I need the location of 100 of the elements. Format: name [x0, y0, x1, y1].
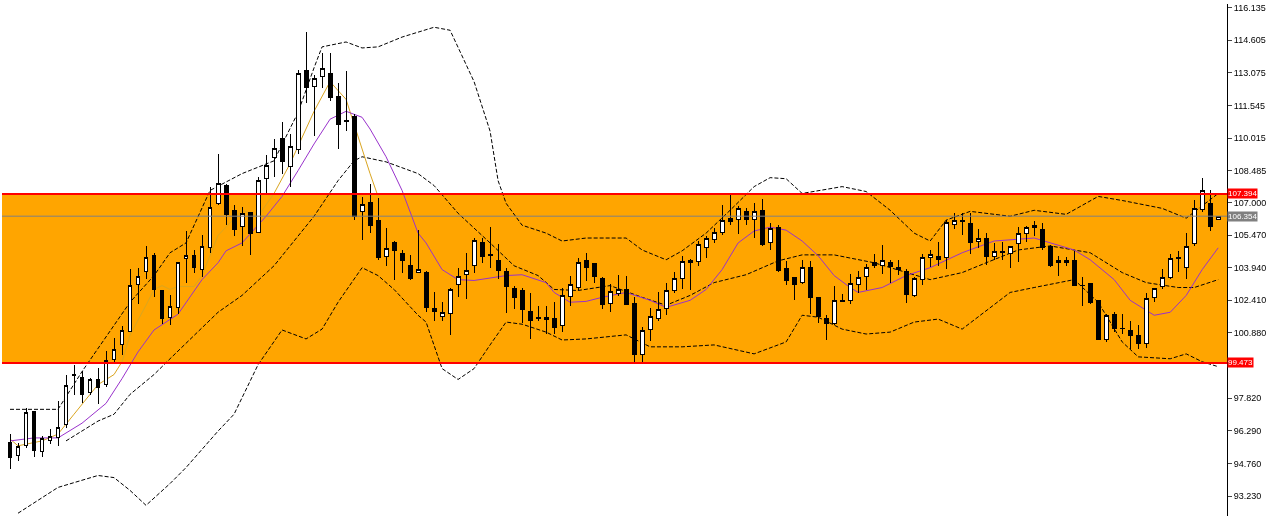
candlestick — [343, 70, 349, 132]
candlestick — [1159, 268, 1165, 290]
candlestick — [711, 227, 717, 244]
y-tick-label: 110.015 — [1233, 133, 1266, 144]
candlestick — [15, 442, 21, 462]
candlestick — [575, 257, 581, 291]
candlestick — [631, 296, 637, 364]
candlestick — [1191, 199, 1197, 247]
candlestick — [1095, 299, 1101, 341]
candlestick — [295, 69, 301, 155]
candlestick — [599, 276, 605, 310]
candlestick — [231, 204, 237, 237]
candlestick — [783, 260, 789, 286]
candlestick — [815, 296, 821, 324]
y-tick-label: 111.545 — [1233, 100, 1265, 111]
candlestick — [943, 219, 949, 270]
candlestick — [831, 285, 837, 326]
candlestick — [975, 228, 981, 249]
candlestick — [727, 194, 733, 226]
candlestick — [39, 435, 45, 458]
candlestick — [935, 241, 941, 267]
candlestick — [735, 205, 741, 235]
candlestick — [767, 222, 773, 251]
candlestick — [823, 314, 829, 341]
candlestick — [95, 367, 101, 405]
candlestick — [487, 226, 493, 269]
candlestick — [391, 240, 397, 281]
candlestick — [319, 52, 325, 89]
candlestick — [1103, 313, 1109, 343]
candlestick — [583, 252, 589, 282]
candlestick — [223, 183, 229, 226]
line-series — [9, 110, 1219, 442]
candlestick — [191, 249, 197, 274]
candlestick — [263, 154, 269, 194]
y-tick-label: 114.605 — [1233, 35, 1266, 46]
candlestick — [679, 255, 685, 290]
y-tick-label: 105.470 — [1233, 230, 1267, 241]
candlestick — [687, 258, 693, 291]
y-tick-label: 107.000 — [1233, 197, 1267, 208]
candlestick — [927, 249, 933, 268]
y-tick-label: 108.485 — [1233, 165, 1267, 176]
candlestick — [759, 198, 765, 247]
candlestick — [551, 301, 557, 335]
candlestick — [751, 202, 757, 239]
candlestick — [479, 237, 485, 264]
candlestick — [703, 235, 709, 259]
candlestick — [431, 291, 437, 322]
candlestick — [143, 245, 149, 280]
candlestick — [967, 212, 973, 255]
candlestick — [303, 31, 309, 104]
candlestick — [903, 268, 909, 304]
candlestick — [199, 234, 205, 278]
candlestick — [1167, 253, 1173, 280]
ref-line-label: 107.394 — [1228, 189, 1258, 198]
candlestick — [671, 271, 677, 294]
candlestick — [647, 307, 653, 342]
candlestick — [7, 433, 13, 470]
candlestick — [663, 282, 669, 316]
candlestick — [495, 243, 501, 280]
candlestick — [695, 240, 701, 267]
candlestick — [103, 350, 109, 388]
candlestick — [407, 254, 413, 281]
y-tick-label: 116.135 — [1233, 2, 1266, 13]
candlestick — [1039, 222, 1045, 251]
candlestick — [799, 259, 805, 285]
candlestick — [311, 74, 317, 137]
candlestick — [455, 267, 461, 298]
candlestick — [239, 206, 245, 247]
candlestick — [287, 133, 293, 188]
candlestick — [879, 244, 885, 275]
candlestick — [1063, 256, 1069, 267]
candlestick — [367, 183, 373, 234]
candlestick — [1015, 226, 1021, 263]
candlestick — [463, 252, 469, 300]
candlestick — [159, 289, 165, 325]
ref-line-label: 106.354 — [1228, 212, 1258, 221]
candlestick — [215, 153, 221, 206]
candlestick — [951, 212, 957, 230]
candlestick — [1175, 250, 1181, 273]
candlestick — [1111, 311, 1117, 333]
y-tick-label: 94.760 — [1233, 458, 1262, 469]
candlestick — [1151, 287, 1157, 303]
candlestick — [47, 428, 53, 445]
candlestick — [1143, 292, 1149, 349]
candlestick — [543, 305, 549, 335]
candlestick — [279, 121, 285, 175]
candlestick — [1183, 232, 1189, 280]
candlestick — [71, 364, 77, 396]
candlestick — [775, 224, 781, 273]
candlestick — [327, 52, 333, 102]
candlestick — [383, 227, 389, 267]
candlestick — [839, 293, 845, 303]
candlestick — [151, 252, 157, 298]
candlestick — [567, 275, 573, 307]
candlestick — [511, 285, 517, 310]
candlestick — [247, 211, 253, 256]
candlestick — [1207, 189, 1213, 232]
candlestick — [127, 268, 133, 333]
candlestick — [919, 253, 925, 286]
candlestick — [1031, 220, 1037, 237]
